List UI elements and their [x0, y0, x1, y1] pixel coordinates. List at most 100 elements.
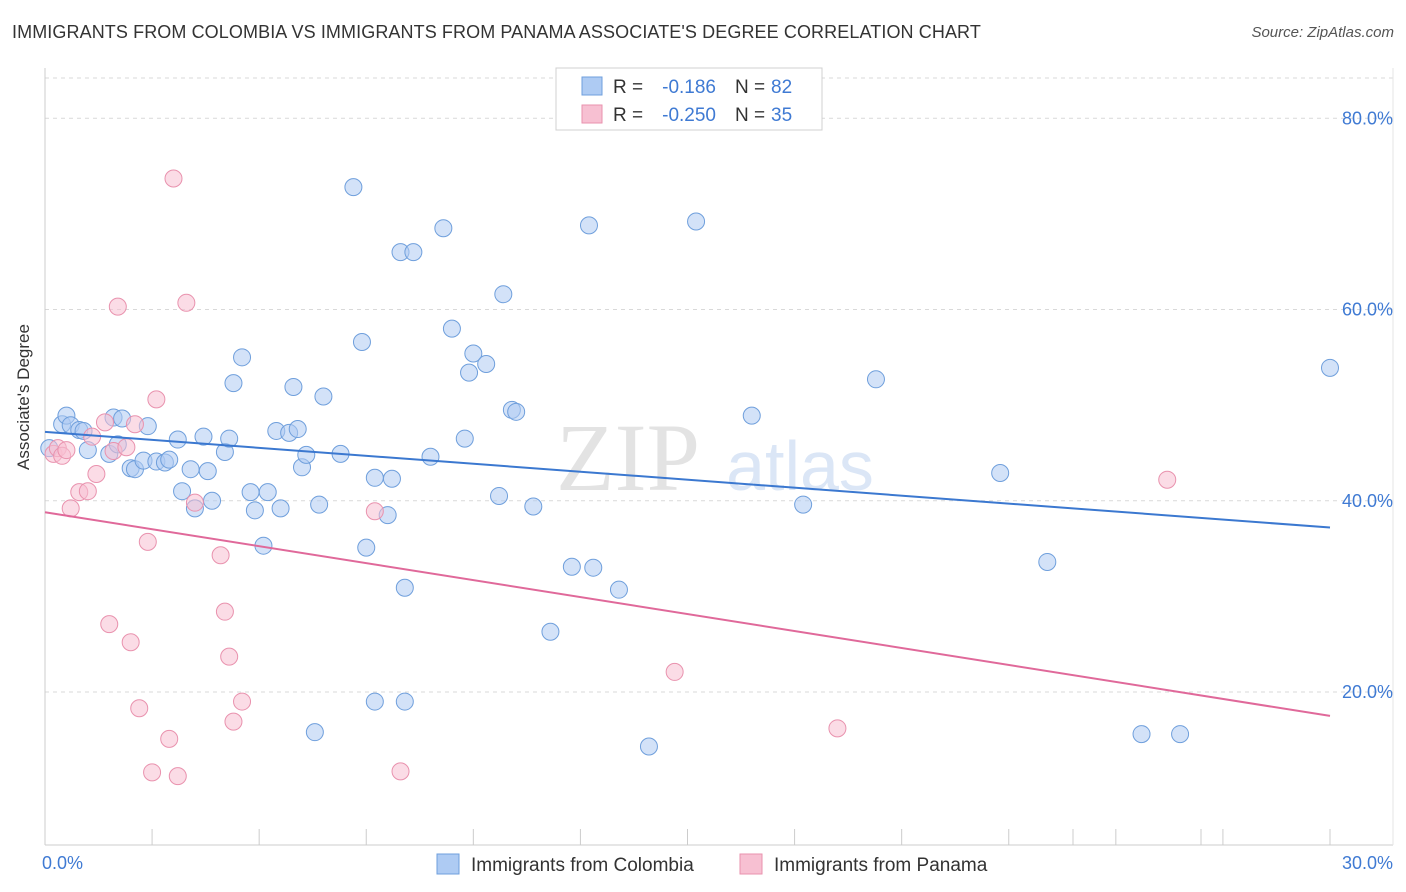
panama-point — [1158, 470, 1177, 489]
colombia-point — [160, 450, 179, 469]
colombia-point — [181, 460, 200, 479]
colombia-point — [477, 355, 496, 374]
legend-r-label: R = — [613, 105, 643, 126]
panama-point — [211, 546, 230, 565]
legend-r-value: -0.250 — [662, 105, 716, 126]
panama-point — [665, 662, 684, 681]
panama-point — [130, 699, 149, 718]
colombia-point — [271, 499, 290, 518]
bottom-legend-label: Immigrants from Panama — [774, 855, 988, 876]
panama-point — [185, 493, 204, 512]
colombia-point — [173, 482, 192, 501]
colombia-point — [344, 178, 363, 197]
colombia-point — [507, 402, 526, 421]
legend-swatch-pink — [581, 104, 603, 124]
colombia-point — [288, 420, 307, 439]
colombia-point — [455, 429, 474, 448]
colombia-point — [1321, 358, 1339, 377]
colombia-point — [639, 737, 658, 756]
chart-title: IMMIGRANTS FROM COLOMBIA VS IMMIGRANTS F… — [12, 22, 981, 42]
colombia-point — [258, 483, 277, 502]
panama-point — [117, 438, 136, 457]
source-label: Source: ZipAtlas.com — [1251, 24, 1394, 41]
y-tick-label: 80.0% — [1342, 108, 1393, 128]
colombia-point — [421, 447, 440, 466]
colombia-point — [241, 483, 260, 502]
colombia-point — [494, 285, 513, 304]
colombia-point — [464, 344, 483, 363]
panama-point — [233, 692, 252, 711]
colombia-point — [310, 495, 329, 514]
panama-point — [168, 767, 187, 786]
colombia-point — [866, 370, 885, 389]
panama-point — [828, 719, 847, 738]
colombia-point — [395, 578, 414, 597]
colombia-point — [524, 497, 543, 516]
y-tick-label: 60.0% — [1342, 300, 1393, 320]
colombia-point — [1171, 725, 1190, 744]
panama-point — [108, 297, 127, 316]
colombia-point — [284, 377, 303, 396]
colombia-point — [1038, 552, 1057, 571]
legend-swatch-blue — [581, 76, 603, 96]
colombia-point — [203, 491, 222, 510]
colombia-point — [434, 219, 453, 238]
y-tick-label: 20.0% — [1342, 682, 1393, 702]
panama-point — [100, 615, 119, 634]
colombia-point — [198, 462, 217, 481]
bottom-legend-swatch-pink — [739, 853, 763, 875]
colombia-point — [460, 363, 479, 382]
legend-n-label: N = — [735, 77, 765, 98]
colombia-point — [742, 406, 761, 425]
colombia-point — [245, 501, 264, 520]
colombia-point — [224, 374, 243, 393]
panama-point — [224, 712, 243, 731]
y-tick-label: 40.0% — [1342, 491, 1393, 511]
colombia-point — [365, 692, 384, 711]
bottom-legend-swatch-blue — [436, 853, 460, 875]
legend-n-value: 35 — [771, 105, 792, 126]
colombia-point — [490, 486, 509, 505]
colombia-point — [1132, 725, 1151, 744]
panama-point — [125, 415, 144, 434]
watermark-zip: ZIP — [556, 404, 700, 511]
legend-r-value: -0.186 — [662, 77, 716, 98]
panama-point — [121, 633, 140, 652]
colombia-point — [687, 212, 706, 231]
colombia-point — [541, 622, 560, 641]
legend-n-label: N = — [735, 105, 765, 126]
colombia-point — [609, 580, 628, 599]
colombia-trend-line — [44, 430, 1331, 529]
panama-point — [177, 293, 196, 312]
panama-point — [220, 647, 239, 666]
watermark-atlas: atlas — [726, 427, 874, 505]
colombia-point — [794, 495, 813, 514]
panama-point — [215, 602, 234, 621]
legend-n-value: 82 — [771, 77, 792, 98]
colombia-point — [404, 243, 423, 262]
colombia-point — [395, 692, 414, 711]
panama-point — [78, 482, 97, 501]
x-tick-label-right: 30.0% — [1342, 853, 1393, 873]
panama-point — [164, 169, 183, 188]
panama-point — [143, 763, 162, 782]
colombia-point — [233, 348, 252, 367]
x-tick-label-left: 0.0% — [42, 853, 83, 873]
colombia-point — [314, 387, 333, 406]
panama-point — [95, 413, 114, 432]
panama-point — [391, 762, 410, 781]
panama-point — [147, 390, 166, 409]
colombia-point — [584, 558, 603, 577]
colombia-point — [305, 723, 324, 742]
colombia-point — [382, 469, 401, 488]
colombia-point — [357, 538, 376, 557]
colombia-point — [562, 557, 581, 576]
panama-point — [87, 464, 106, 483]
colombia-point — [194, 427, 213, 446]
colombia-point — [352, 333, 371, 352]
colombia-point — [365, 468, 384, 487]
panama-point — [57, 441, 76, 460]
panama-point — [160, 729, 179, 748]
colombia-point — [220, 429, 239, 448]
